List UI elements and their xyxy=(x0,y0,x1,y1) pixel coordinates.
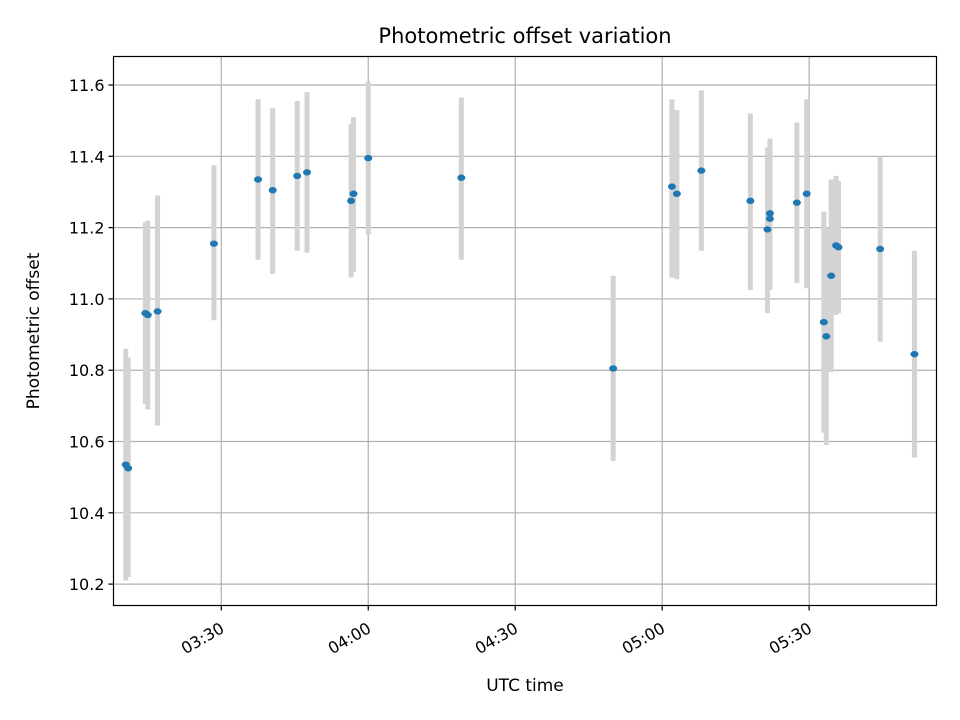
y-tick-label: 10.6 xyxy=(69,433,105,452)
data-point xyxy=(209,240,218,247)
data-point xyxy=(819,318,828,326)
data-point xyxy=(254,176,263,183)
data-points xyxy=(121,154,919,472)
data-point xyxy=(364,154,373,162)
data-point xyxy=(802,190,811,197)
data-point xyxy=(763,226,772,233)
y-tick-label: 11.0 xyxy=(69,290,105,309)
data-point xyxy=(765,215,774,222)
data-point xyxy=(268,186,277,194)
y-tick-label: 10.8 xyxy=(69,361,105,380)
data-point xyxy=(876,245,885,253)
data-point xyxy=(349,190,358,197)
data-point xyxy=(124,465,133,472)
data-point xyxy=(792,199,801,206)
data-point xyxy=(667,183,676,190)
data-point xyxy=(834,244,843,251)
data-point xyxy=(672,190,681,197)
data-point xyxy=(822,333,831,340)
y-tick-label: 10.2 xyxy=(69,575,105,594)
data-point xyxy=(293,172,302,180)
data-point xyxy=(153,308,162,315)
y-tick-label: 10.4 xyxy=(69,504,105,523)
y-tick-label: 11.6 xyxy=(69,76,105,95)
chart-title: Photometric offset variation xyxy=(378,24,671,48)
plot-frame xyxy=(112,55,938,607)
data-point xyxy=(303,169,312,176)
data-point xyxy=(746,197,755,205)
x-axis-label: UTC time xyxy=(486,676,564,696)
y-axis-label: Photometric offset xyxy=(24,252,44,409)
data-point xyxy=(347,197,356,205)
data-point xyxy=(827,272,836,279)
data-point xyxy=(697,167,706,174)
y-axis-ticks: 10.2 10.4 10.6 10.8 11.0 11.2 11.4 11.6 xyxy=(69,76,114,594)
y-tick-label: 11.4 xyxy=(69,147,105,166)
data-point xyxy=(910,350,919,358)
data-point xyxy=(609,365,618,372)
data-point xyxy=(765,210,774,217)
data-point xyxy=(457,174,466,181)
data-point xyxy=(143,311,152,319)
y-tick-label: 11.2 xyxy=(69,219,105,238)
